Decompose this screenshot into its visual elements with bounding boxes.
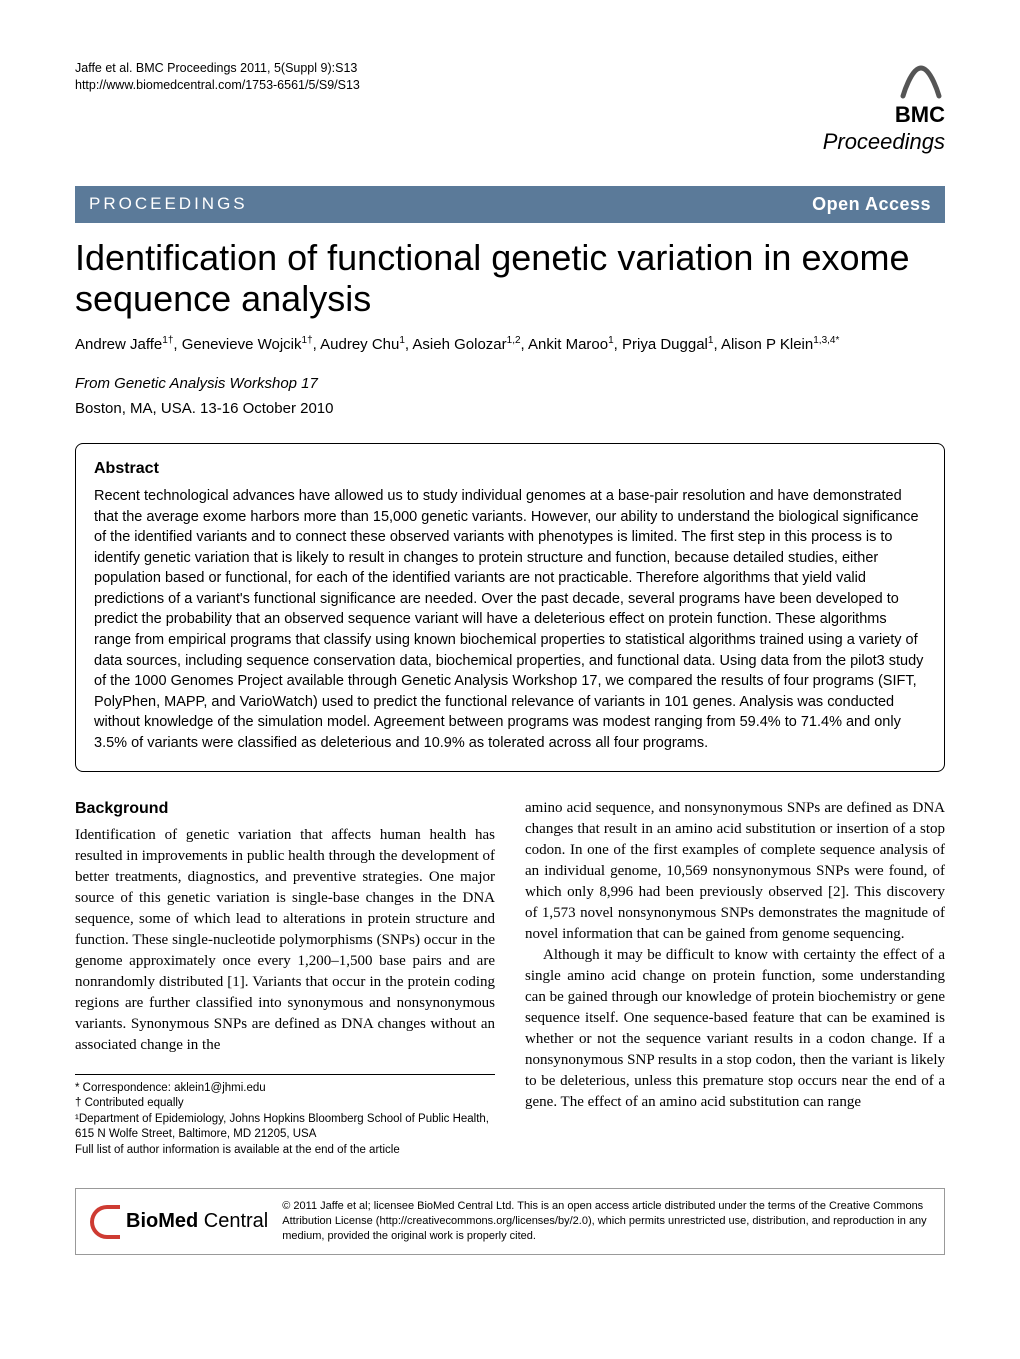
conference-location: Boston, MA, USA. 13-16 October 2010: [75, 398, 945, 419]
section-heading-background: Background: [75, 798, 495, 820]
biomed-text: BioMed Central: [126, 1208, 268, 1235]
contributed-equally-line: † Contributed equally: [75, 1096, 495, 1112]
author-info-line: Full list of author information is avail…: [75, 1143, 495, 1159]
body-para: amino acid sequence, and nonsynonymous S…: [525, 798, 945, 945]
abstract-heading: Abstract: [94, 458, 926, 480]
author-list: Andrew Jaffe1†, Genevieve Wojcik1†, Audr…: [75, 334, 945, 355]
header-row: Jaffe et al. BMC Proceedings 2011, 5(Sup…: [75, 60, 945, 158]
biomed-paren-icon: [90, 1205, 120, 1239]
body-para: Although it may be difficult to know wit…: [525, 945, 945, 1113]
correspondence-line: * Correspondence: aklein1@jhmi.edu: [75, 1081, 495, 1097]
affiliation-line: ¹Department of Epidemiology, Johns Hopki…: [75, 1112, 495, 1143]
footnotes-block: * Correspondence: aklein1@jhmi.edu † Con…: [75, 1074, 495, 1159]
abstract-text: Recent technological advances have allow…: [94, 486, 926, 754]
body-para: Identification of genetic variation that…: [75, 825, 495, 1056]
body-columns: Background Identification of genetic var…: [75, 798, 945, 1158]
bmc-mark-icon: [897, 60, 945, 100]
journal-logo: BMC Proceedings: [823, 60, 945, 158]
citation-url[interactable]: http://www.biomedcentral.com/1753-6561/5…: [75, 77, 360, 94]
page-container: Jaffe et al. BMC Proceedings 2011, 5(Sup…: [0, 0, 1020, 1295]
open-access-badge: Open Access: [812, 192, 931, 217]
abstract-box: Abstract Recent technological advances h…: [75, 443, 945, 773]
citation-line: Jaffe et al. BMC Proceedings 2011, 5(Sup…: [75, 60, 360, 77]
license-footer: BioMed Central © 2011 Jaffe et al; licen…: [75, 1188, 945, 1255]
conference-from: From Genetic Analysis Workshop 17: [75, 373, 945, 394]
citation-block: Jaffe et al. BMC Proceedings 2011, 5(Sup…: [75, 60, 360, 94]
biomed-brand2: Central: [198, 1210, 268, 1232]
article-title: Identification of functional genetic var…: [75, 237, 945, 320]
license-text: © 2011 Jaffe et al; licensee BioMed Cent…: [282, 1199, 930, 1244]
biomed-brand1: BioMed: [126, 1210, 198, 1232]
biomed-central-logo: BioMed Central: [90, 1205, 268, 1239]
logo-text-proceedings: Proceedings: [823, 127, 945, 158]
banner-left: PROCEEDINGS: [89, 192, 248, 217]
section-banner: PROCEEDINGS Open Access: [75, 186, 945, 223]
conf-from-text: From Genetic Analysis Workshop 17: [75, 375, 318, 392]
